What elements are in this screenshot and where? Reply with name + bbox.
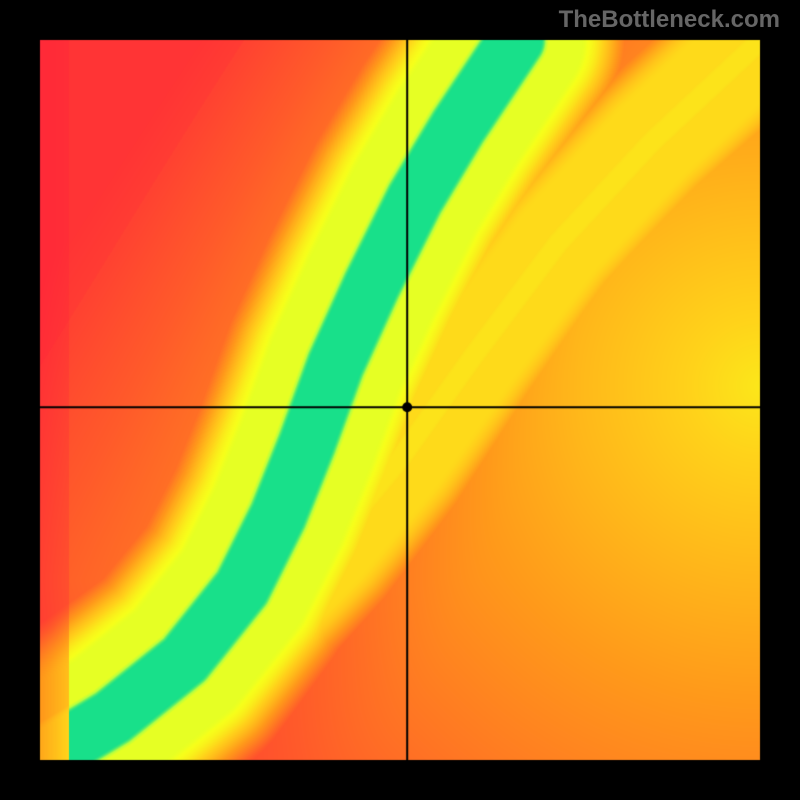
heatmap-canvas xyxy=(0,0,800,800)
watermark-text: TheBottleneck.com xyxy=(559,6,780,34)
chart-root: TheBottleneck.com xyxy=(0,0,800,800)
